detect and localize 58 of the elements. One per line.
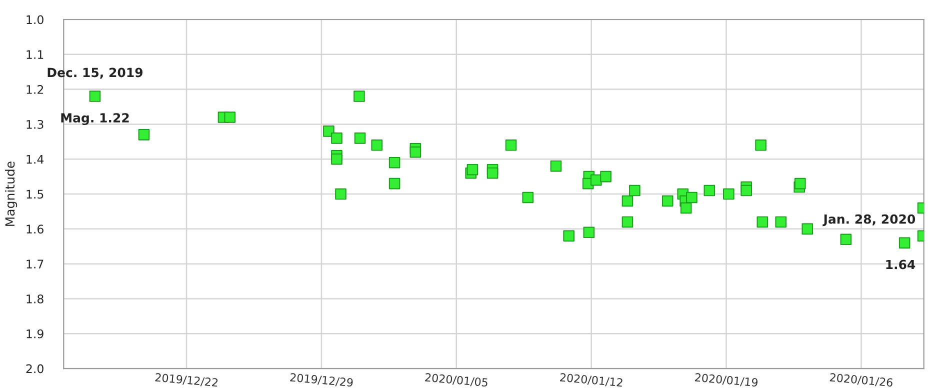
- annotation: Dec. 15, 2019: [48, 68, 142, 79]
- x-tick-label: 2020/01/12: [560, 372, 623, 388]
- x-tick-label: 2019/12/29: [290, 372, 354, 388]
- y-tick-label: 1.9: [26, 329, 44, 338]
- x-tick-label: 2020/01/19: [694, 372, 758, 388]
- point: [583, 226, 595, 238]
- annotation: Mag. 1.22: [61, 113, 129, 126]
- y-tick-label: 1.7: [26, 260, 44, 268]
- point: [550, 160, 562, 172]
- annotation: 1.64: [886, 260, 916, 270]
- y-axis-title: Magnitude: [5, 162, 18, 226]
- point: [794, 178, 806, 190]
- point: [371, 140, 383, 151]
- point: [723, 188, 734, 200]
- point: [522, 192, 534, 204]
- y-tick-label: 2.0: [26, 364, 44, 374]
- point: [388, 156, 400, 168]
- point: [686, 192, 698, 204]
- point: [410, 146, 422, 158]
- point: [755, 140, 766, 151]
- annotation: Jan. 28, 2020: [822, 214, 916, 226]
- point: [840, 234, 852, 246]
- point: [756, 216, 768, 228]
- x-tick-label: 2019/12/22: [155, 372, 218, 388]
- point: [898, 237, 910, 249]
- y-tick-label: 1.0: [26, 15, 44, 24]
- point: [335, 188, 346, 200]
- y-tick-label: 1.4: [26, 155, 44, 164]
- y-tick-label: 1.1: [26, 50, 44, 59]
- point: [680, 202, 692, 214]
- point: [704, 184, 716, 196]
- y-tick-label: 1.8: [26, 294, 44, 304]
- point: [563, 230, 574, 242]
- point: [802, 223, 814, 235]
- y-tick-label: 1.5: [26, 190, 44, 199]
- point: [486, 167, 498, 179]
- point: [331, 153, 342, 165]
- point: [354, 132, 366, 144]
- point: [388, 178, 400, 190]
- point: [662, 195, 674, 207]
- point: [354, 90, 365, 102]
- point: [138, 129, 150, 140]
- point: [600, 170, 612, 182]
- point: [740, 184, 752, 196]
- point: [466, 164, 478, 176]
- y-tick-label: 1.3: [26, 120, 44, 129]
- y-tick-label: 1.6: [26, 224, 44, 234]
- point: [89, 90, 101, 102]
- x-tick-label: 2020/01/05: [424, 372, 488, 388]
- point: [622, 195, 634, 207]
- point: [505, 140, 517, 151]
- x-tick-label: 2020/01/26: [830, 372, 893, 388]
- point: [629, 184, 640, 196]
- point: [331, 132, 342, 144]
- y-tick-label: 1.2: [26, 85, 44, 94]
- point: [775, 216, 787, 228]
- point: [622, 216, 634, 228]
- point: [224, 112, 236, 123]
